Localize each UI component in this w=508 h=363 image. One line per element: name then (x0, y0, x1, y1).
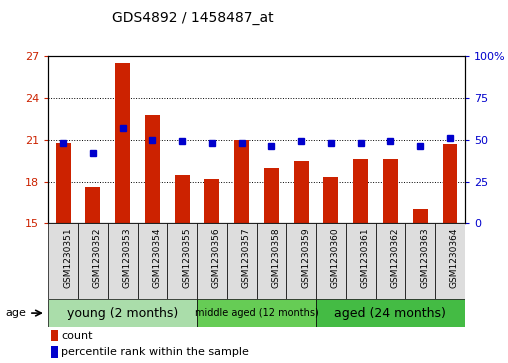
Bar (405, 223, 435, 299)
Text: GSM1230351: GSM1230351 (63, 227, 72, 288)
Bar (85, 187, 100, 223)
Bar (48, 223, 78, 299)
Text: GSM1230358: GSM1230358 (271, 227, 280, 288)
Text: GSM1230354: GSM1230354 (152, 227, 162, 287)
Bar (316, 223, 346, 299)
Bar (51, 346, 58, 358)
Text: GSM1230363: GSM1230363 (420, 227, 429, 288)
Text: young (2 months): young (2 months) (67, 307, 178, 319)
Bar (234, 140, 249, 223)
Text: GSM1230359: GSM1230359 (301, 227, 310, 288)
Bar (197, 223, 227, 299)
Bar (78, 223, 108, 299)
Text: GSM1230357: GSM1230357 (242, 227, 250, 288)
Bar (145, 115, 160, 223)
Bar (204, 179, 219, 223)
Bar (375, 223, 405, 299)
Bar (294, 160, 308, 223)
Bar (412, 209, 428, 223)
Text: count: count (61, 331, 93, 341)
Bar (108, 223, 138, 299)
Bar (346, 223, 375, 299)
Text: GSM1230361: GSM1230361 (361, 227, 370, 288)
Bar (197, 299, 316, 327)
Text: GSM1230355: GSM1230355 (182, 227, 191, 288)
Text: GSM1230360: GSM1230360 (331, 227, 340, 288)
Bar (435, 223, 465, 299)
Bar (167, 223, 197, 299)
Text: percentile rank within the sample: percentile rank within the sample (61, 347, 249, 357)
Bar (115, 63, 130, 223)
Bar (257, 223, 287, 299)
Text: GSM1230353: GSM1230353 (122, 227, 132, 288)
Text: GSM1230356: GSM1230356 (212, 227, 221, 288)
Text: GDS4892 / 1458487_at: GDS4892 / 1458487_at (112, 11, 274, 25)
Bar (227, 223, 257, 299)
Bar (48, 299, 197, 327)
Bar (353, 159, 368, 223)
Bar (138, 223, 167, 299)
Bar (264, 168, 279, 223)
Bar (56, 143, 71, 223)
Bar (324, 177, 338, 223)
Text: aged (24 months): aged (24 months) (334, 307, 447, 319)
Text: GSM1230352: GSM1230352 (93, 227, 102, 287)
Bar (287, 223, 316, 299)
Bar (316, 299, 465, 327)
Bar (175, 175, 189, 223)
Bar (442, 144, 457, 223)
Text: GSM1230364: GSM1230364 (450, 227, 459, 287)
Text: GSM1230362: GSM1230362 (391, 227, 399, 287)
Bar (383, 159, 398, 223)
Bar (51, 330, 58, 341)
Text: age: age (5, 308, 26, 318)
Text: middle aged (12 months): middle aged (12 months) (195, 308, 319, 318)
